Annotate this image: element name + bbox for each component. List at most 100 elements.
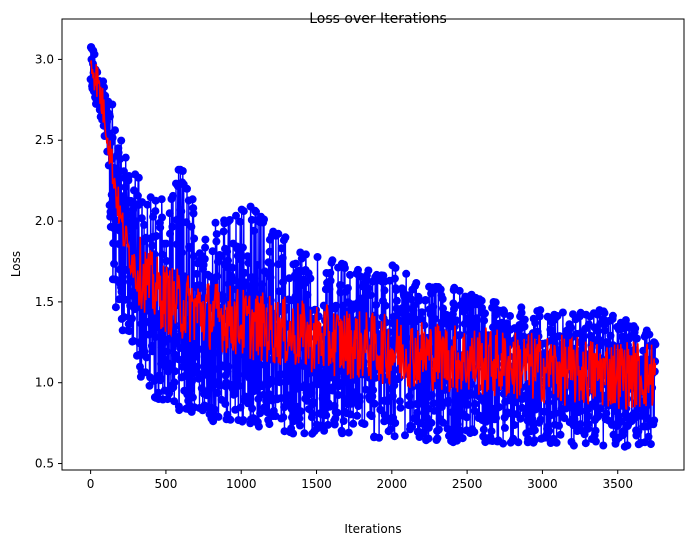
data-point (121, 183, 130, 192)
data-point (217, 252, 226, 260)
x-axis-label: Iterations (344, 522, 401, 536)
data-point (594, 335, 603, 344)
data-point (332, 301, 340, 310)
smoothed-series-line (89, 60, 657, 410)
data-point (295, 414, 304, 423)
data-point (279, 278, 287, 287)
data-point (306, 274, 315, 283)
data-point (127, 233, 136, 242)
data-point (232, 211, 240, 220)
data-point (224, 256, 232, 265)
data-point (111, 303, 120, 312)
data-point (183, 346, 192, 355)
data-point (212, 237, 221, 246)
data-point (214, 348, 223, 357)
data-point (514, 438, 523, 447)
data-point (456, 331, 464, 340)
data-point (117, 136, 126, 145)
data-point (120, 313, 129, 322)
y-axis-label: Loss (9, 251, 23, 277)
data-point (274, 260, 283, 269)
data-point (413, 408, 422, 417)
data-point (275, 378, 284, 387)
data-point (300, 381, 309, 390)
y-tick-label: 2.0 (35, 214, 54, 228)
data-point (128, 314, 136, 323)
y-tick-label: 2.5 (35, 133, 54, 147)
data-point (402, 269, 411, 278)
data-point (344, 428, 353, 437)
data-point (591, 437, 600, 446)
x-tick-label: 2500 (452, 477, 483, 491)
data-point (279, 413, 288, 422)
data-point (189, 209, 198, 218)
data-point (148, 241, 157, 250)
data-point (152, 232, 161, 240)
data-point (360, 310, 369, 319)
data-point (326, 268, 335, 277)
data-point (530, 436, 539, 445)
data-point (506, 312, 514, 320)
data-point (516, 414, 525, 423)
data-point (154, 388, 163, 397)
data-point (111, 126, 119, 135)
data-point (651, 340, 660, 349)
data-point (323, 420, 332, 429)
data-point (380, 286, 389, 295)
data-point (260, 215, 268, 224)
data-point (326, 364, 334, 373)
data-point (256, 409, 265, 418)
data-point (543, 312, 552, 321)
data-point (249, 226, 258, 235)
data-point (189, 252, 198, 261)
data-point (535, 312, 544, 321)
data-point (193, 362, 202, 371)
data-point (470, 428, 479, 437)
data-point (533, 402, 542, 411)
data-point (244, 259, 253, 267)
data-point (436, 285, 445, 294)
data-point (250, 274, 259, 283)
data-point (278, 254, 287, 262)
data-point (276, 370, 285, 379)
data-point (388, 319, 397, 328)
data-point (339, 417, 348, 425)
data-point (487, 427, 496, 436)
data-point (265, 247, 274, 256)
data-point (520, 315, 529, 324)
data-point (617, 325, 626, 334)
data-point (576, 420, 585, 429)
data-point (192, 269, 201, 278)
data-point (439, 418, 448, 427)
data-point (239, 416, 248, 424)
data-point (314, 380, 323, 389)
data-point (235, 381, 243, 390)
data-point (148, 347, 157, 356)
data-point (230, 390, 239, 399)
data-point (239, 207, 248, 216)
data-point (274, 229, 283, 238)
data-point (455, 286, 464, 295)
data-point (192, 352, 201, 361)
data-point (224, 362, 233, 371)
data-point (650, 416, 659, 425)
data-point (406, 295, 415, 304)
data-point (539, 407, 548, 416)
data-point (420, 428, 428, 437)
data-point (90, 50, 99, 59)
data-point (634, 427, 643, 436)
data-point (472, 314, 481, 323)
y-tick-label: 3.0 (35, 52, 54, 66)
plot-area (86, 43, 660, 451)
data-point (315, 362, 324, 371)
data-point (246, 282, 254, 291)
data-point (386, 425, 395, 434)
data-point (405, 392, 414, 401)
data-point (631, 324, 640, 333)
data-point (556, 430, 565, 439)
data-point (606, 331, 615, 340)
data-point (308, 409, 317, 418)
data-point (131, 217, 140, 226)
data-point (166, 229, 174, 238)
y-tick-label: 1.0 (35, 376, 54, 390)
